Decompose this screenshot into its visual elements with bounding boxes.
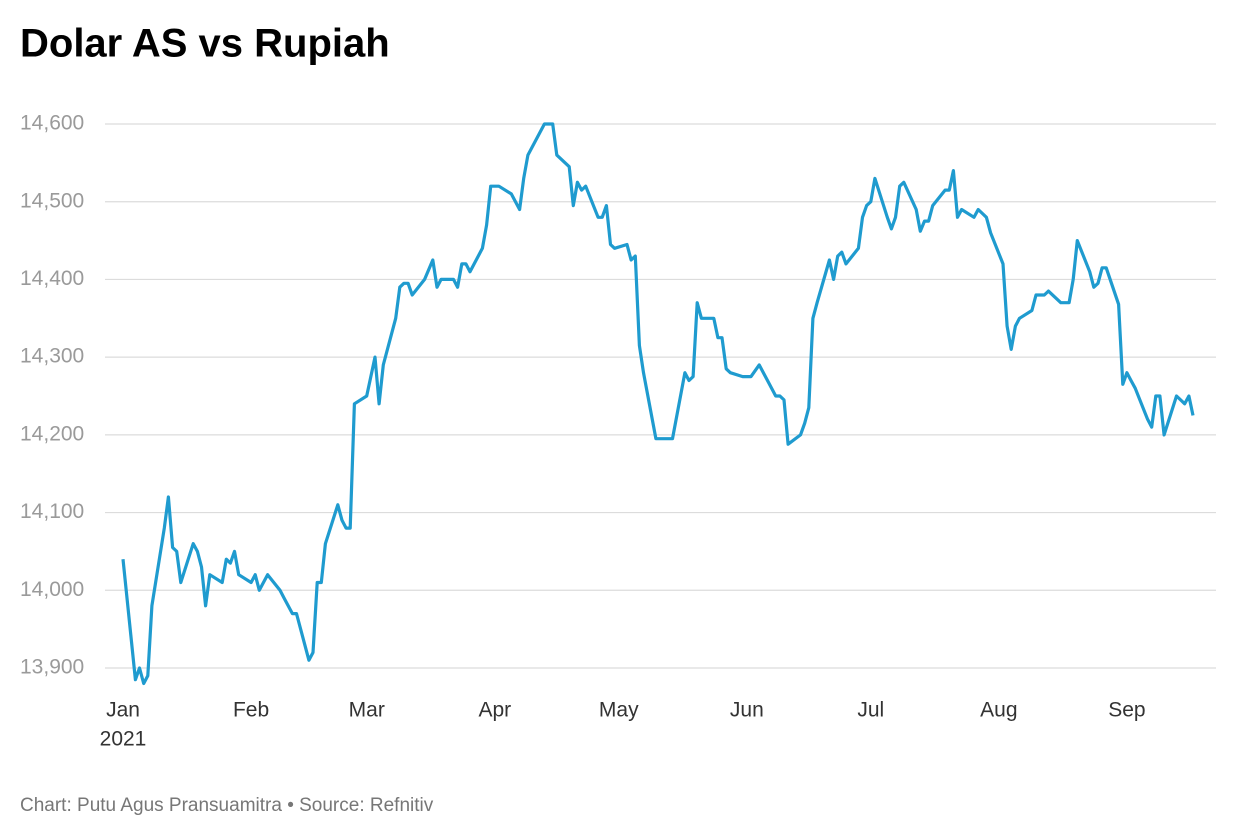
y-tick-label: 14,600 xyxy=(20,112,84,135)
y-tick-label: 14,300 xyxy=(20,345,84,368)
x-tick-label: Jun xyxy=(730,699,764,722)
data-line xyxy=(121,122,1195,686)
y-tick-label: 14,200 xyxy=(20,422,84,445)
x-tick-label: Apr xyxy=(478,699,511,722)
y-tick-label: 13,900 xyxy=(20,656,84,679)
y-tick-label: 14,000 xyxy=(20,578,84,601)
x-tick-label: Mar xyxy=(349,699,385,722)
x-tick-label: Sep xyxy=(1108,699,1145,722)
chart-title: Dolar AS vs Rupiah xyxy=(20,22,390,66)
x-tick-label: Jul xyxy=(857,699,884,722)
x-tick-label: Jan xyxy=(106,699,140,722)
y-tick-label: 14,500 xyxy=(20,189,84,212)
x-tick-label: May xyxy=(599,699,639,722)
chart-source: Chart: Putu Agus Pransuamitra • Source: … xyxy=(20,795,434,816)
x-tick-label: Feb xyxy=(233,699,269,722)
y-tick-label: 14,100 xyxy=(20,500,84,523)
x-tick-label: Aug xyxy=(980,699,1017,722)
x-year-label: 2021 xyxy=(100,728,147,751)
y-tick-label: 14,400 xyxy=(20,267,84,290)
